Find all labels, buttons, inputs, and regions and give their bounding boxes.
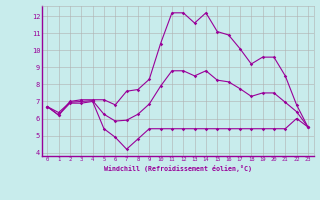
X-axis label: Windchill (Refroidissement éolien,°C): Windchill (Refroidissement éolien,°C) [104, 165, 252, 172]
